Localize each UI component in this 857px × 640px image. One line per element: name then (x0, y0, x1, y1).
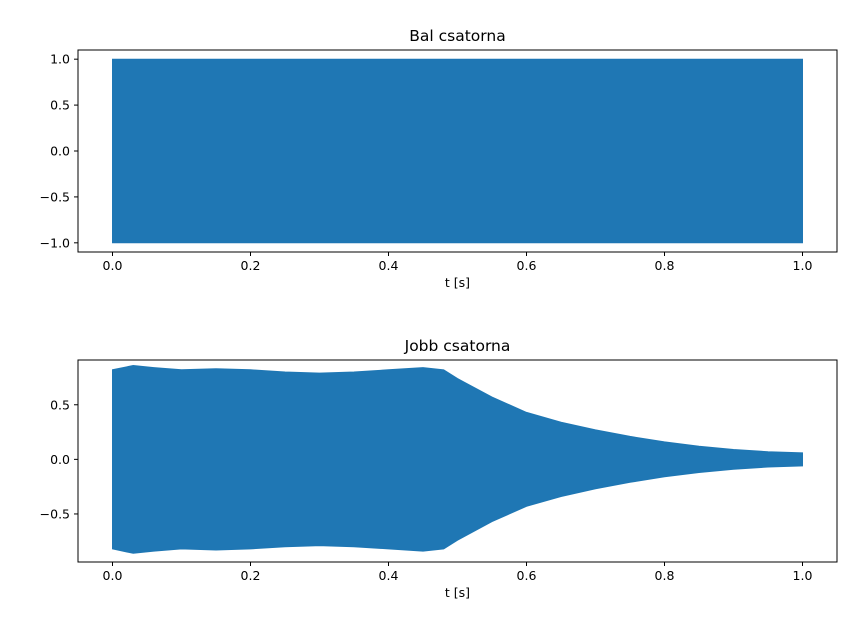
x-tick-label: 0.2 (241, 258, 261, 273)
chart-title: Jobb csatorna (404, 337, 511, 355)
x-tick-label: 0.4 (379, 258, 399, 273)
y-tick-label: −0.5 (40, 506, 70, 521)
subplot-2: 0.0 0.2 0.4 0.6 0.8 1.0 0.5 0.0 −0.5 Jobb csatorn… (40, 337, 838, 600)
waveform-series (112, 364, 803, 554)
waveform-series (112, 58, 803, 244)
x-tick-label: 0.6 (517, 568, 537, 583)
y-tick-label: 1.0 (50, 52, 70, 67)
x-tick-label: 0.6 (517, 258, 537, 273)
chart-title: Bal csatorna (409, 27, 505, 45)
y-tick-label: 0.0 (50, 452, 70, 467)
y-tick-label: 0.5 (50, 98, 70, 113)
x-tick-label: 1.0 (793, 568, 813, 583)
x-tick-label: 0.0 (103, 258, 123, 273)
y-tick-label: −0.5 (40, 189, 70, 204)
subplot-1: 0.0 0.2 0.4 0.6 0.8 1.0 1.0 0.5 0.0 −0.5 −1.0 Bal c… (40, 27, 838, 290)
x-tick-label: 0.2 (241, 568, 261, 583)
x-axis-label: t [s] (445, 275, 470, 290)
y-tick-label: 0.0 (50, 144, 70, 159)
x-axis-label: t [s] (445, 585, 470, 600)
x-tick-label: 0.0 (103, 568, 123, 583)
x-tick-label: 1.0 (793, 258, 813, 273)
axes-frame (77, 359, 838, 563)
x-tick-label: 0.8 (655, 568, 675, 583)
x-tick-label: 0.8 (655, 258, 675, 273)
y-tick-label: 0.5 (50, 397, 70, 412)
y-tick-label: −1.0 (40, 235, 70, 250)
x-tick-label: 0.4 (379, 568, 399, 583)
